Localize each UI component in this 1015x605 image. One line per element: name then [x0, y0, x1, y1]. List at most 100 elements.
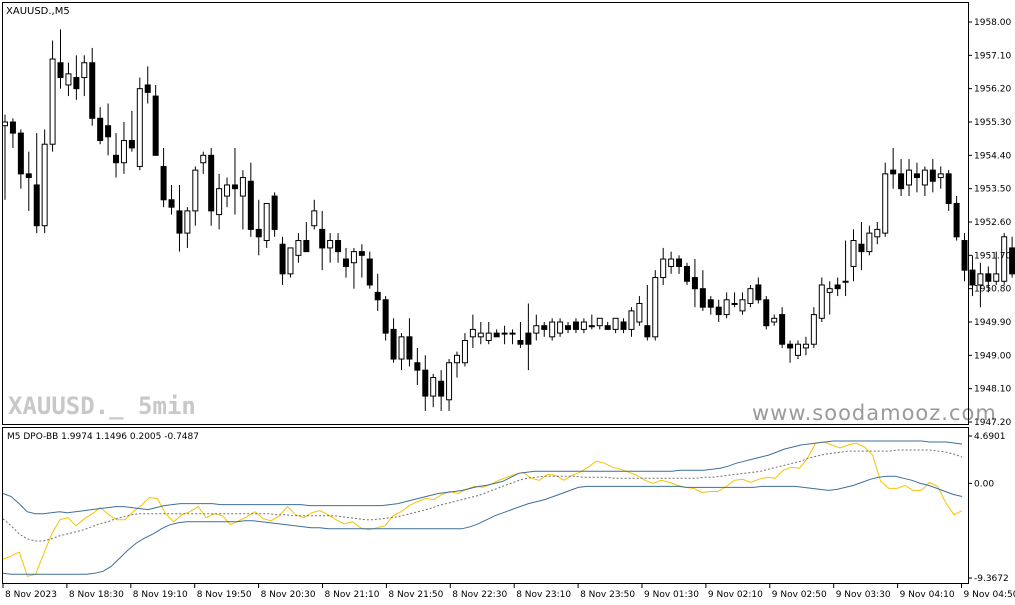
candle [271, 192, 278, 237]
candle [739, 292, 746, 315]
candle [501, 325, 508, 345]
candle [57, 29, 64, 89]
indicator-tick-label: 0.00 [974, 479, 994, 489]
candle [842, 240, 849, 297]
candle-body [17, 132, 24, 175]
candle-body [874, 228, 881, 238]
candle-body [184, 210, 191, 234]
candle [596, 317, 603, 330]
candle [382, 296, 389, 341]
candle [604, 322, 611, 330]
candle-body [224, 184, 231, 197]
candle-body [303, 240, 310, 253]
candle-body [255, 228, 262, 238]
price-tick-label: 1950.80 [974, 285, 1011, 295]
candle-body [41, 143, 48, 227]
candle-body [525, 332, 532, 345]
candle-body [604, 325, 611, 330]
candle-body [961, 240, 968, 271]
candle-body [739, 299, 746, 312]
candle [921, 166, 928, 197]
candle [128, 110, 135, 152]
candle-body [557, 321, 564, 334]
candle [319, 210, 326, 271]
candle [715, 299, 722, 322]
candle [176, 184, 183, 252]
candle [390, 318, 397, 363]
candle-body [469, 328, 476, 338]
candle-body [969, 269, 976, 286]
candle-body [382, 299, 389, 334]
time-tick-label: 8 Nov 2023 [5, 590, 57, 600]
price-tick-label: 1947.20 [974, 418, 1011, 428]
candle [422, 355, 429, 411]
candle [485, 322, 492, 345]
indicator-pane: M5 DPO-BB 1.9974 1.1496 0.2005 -0.7487 4… [2, 427, 1009, 584]
price-tick-label: 1948.10 [974, 385, 1011, 395]
candle [287, 247, 294, 278]
candle-body [549, 321, 556, 338]
candle-body [350, 251, 357, 264]
candle [184, 207, 191, 248]
candle [89, 47, 96, 126]
candle [335, 233, 342, 263]
candle-body [652, 277, 659, 338]
candle [660, 247, 667, 285]
candle [898, 159, 905, 197]
candle [311, 199, 318, 230]
candle-body [850, 240, 857, 267]
candle [247, 162, 254, 237]
candle [263, 202, 270, 248]
candle-body [113, 154, 120, 164]
candle [160, 147, 167, 208]
candle [303, 222, 310, 253]
candle-body [636, 302, 643, 323]
candle-body [683, 265, 690, 282]
candle-body [628, 310, 635, 330]
candle-body [438, 380, 445, 397]
candle-body [985, 273, 992, 282]
candle-body [33, 184, 40, 227]
candle-body [414, 362, 421, 371]
candle [874, 222, 881, 245]
candle [461, 333, 468, 367]
candle-body [342, 258, 349, 267]
candle [644, 284, 651, 341]
candle [120, 122, 127, 174]
time-tick-label: 8 Nov 21:50 [388, 590, 443, 600]
candle [73, 55, 80, 100]
candle [49, 40, 56, 152]
candle [612, 317, 619, 334]
candle-body [461, 340, 468, 364]
candle [858, 222, 865, 271]
candle-body [57, 62, 64, 79]
candle [850, 229, 857, 282]
candle-body [882, 173, 889, 234]
time-tick-label: 9 Nov 04:10 [900, 590, 955, 600]
price-tick-label: 1949.00 [974, 351, 1011, 361]
candle-body [906, 169, 913, 186]
indicator-lines-group [2, 440, 963, 577]
candle-body [485, 332, 492, 342]
candle [541, 322, 548, 337]
candle [913, 162, 920, 193]
candle-body [9, 121, 16, 134]
candle-body [406, 336, 413, 360]
candle-body [802, 343, 809, 349]
candle-body [493, 332, 500, 338]
candle [113, 133, 120, 178]
candle-body [279, 243, 286, 275]
candle-body [454, 354, 461, 364]
candle-body [335, 240, 342, 253]
candle [65, 62, 72, 97]
candle [763, 296, 770, 330]
candle-body [263, 202, 270, 242]
candle [493, 329, 500, 338]
candle [374, 273, 381, 311]
main-price-pane: XAUUSD.,M5 1958.001957.101956.201955.301… [2, 2, 1015, 428]
candle-body [834, 284, 841, 290]
time-tick-label: 9 Nov 04:50 [964, 590, 1015, 600]
candle [446, 359, 453, 411]
candle [216, 173, 223, 230]
